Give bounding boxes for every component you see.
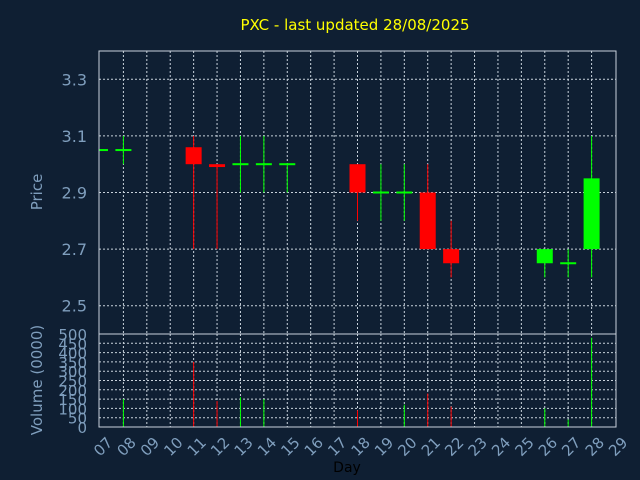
day-tick-label: 11	[184, 434, 210, 460]
chart-title: PXC - last updated 28/08/2025	[240, 16, 469, 34]
candle	[209, 164, 226, 250]
price-tick-label: 3.1	[62, 127, 87, 146]
price-tick-label: 2.9	[62, 184, 87, 203]
candle-body	[349, 164, 366, 193]
volume-tick-label: 150	[58, 391, 87, 409]
day-tick-label: 12	[207, 434, 233, 460]
volume-axis-label: Volume (0000)	[28, 325, 46, 435]
day-tick-label: 22	[441, 434, 467, 460]
candle	[583, 135, 600, 278]
day-tick-label: 17	[324, 434, 350, 460]
volume-bars	[122, 337, 593, 427]
candle	[255, 135, 272, 193]
day-tick-label: 07	[90, 434, 116, 460]
volume-tick-label: 100	[58, 400, 87, 418]
day-tick-label: 16	[301, 434, 327, 460]
candle	[232, 135, 249, 193]
day-tick-label: 27	[558, 434, 584, 460]
candle-body	[560, 262, 577, 265]
day-tick-label: 20	[394, 434, 420, 460]
candle-body	[583, 178, 600, 250]
price-tick-label: 2.5	[62, 297, 87, 316]
day-tick-label: 26	[535, 434, 561, 460]
candle	[536, 249, 553, 278]
candle-body	[99, 149, 108, 152]
candle	[185, 135, 202, 250]
day-tick-label: 28	[582, 434, 608, 460]
candle-body	[372, 191, 389, 194]
day-tick-label: 24	[488, 434, 514, 460]
price-tick-label: 3.3	[62, 70, 87, 89]
volume-tick-label: 500	[58, 326, 87, 344]
candle	[115, 135, 132, 165]
candle-body	[115, 149, 132, 152]
candle	[443, 220, 460, 278]
day-tick-label: 23	[465, 434, 491, 460]
candle	[279, 163, 296, 193]
candle-body	[209, 164, 226, 168]
day-axis: 0708091011121314151617181920212223242526…	[90, 434, 631, 460]
day-tick-label: 15	[277, 434, 303, 460]
candle-body	[536, 249, 553, 264]
volume-tick-label: 50	[68, 410, 87, 428]
candle-body	[396, 191, 413, 194]
candle-body	[443, 249, 460, 264]
candle-body	[255, 163, 272, 166]
volume-tick-label: 200	[58, 382, 87, 400]
price-tick-label: 2.7	[62, 240, 87, 259]
candle-body	[232, 163, 249, 166]
candle	[372, 164, 389, 221]
volume-tick-label: 450	[58, 335, 87, 353]
day-axis-label: Day	[333, 460, 361, 476]
price-candles	[99, 135, 600, 278]
volume-frame	[98, 333, 617, 428]
day-tick-label: 18	[348, 434, 374, 460]
candle	[99, 149, 108, 152]
day-tick-label: 10	[160, 434, 186, 460]
candle	[349, 164, 366, 221]
day-tick-label: 13	[231, 434, 257, 460]
day-tick-label: 19	[371, 434, 397, 460]
day-tick-label: 25	[511, 434, 537, 460]
day-tick-label: 14	[254, 434, 280, 460]
candle-body	[185, 147, 202, 165]
volume-tick-label: 0	[77, 419, 87, 437]
day-tick-label: 21	[418, 434, 444, 460]
price-axis: 2.5 2.7 2.9 3.1 3.3	[62, 70, 87, 315]
day-tick-label: 09	[137, 434, 163, 460]
volume-tick-label: 250	[58, 373, 87, 391]
price-axis-label: Price	[28, 174, 46, 211]
volume-tick-label: 400	[58, 345, 87, 363]
day-tick-label: 08	[113, 434, 139, 460]
volume-tick-label: 300	[58, 363, 87, 381]
day-tick-label: 29	[605, 434, 631, 460]
candle-body	[419, 192, 436, 250]
volume-tick-label: 350	[58, 354, 87, 372]
candle-body	[279, 163, 296, 166]
candle	[560, 249, 577, 278]
candle	[396, 164, 413, 221]
candle	[419, 164, 436, 250]
